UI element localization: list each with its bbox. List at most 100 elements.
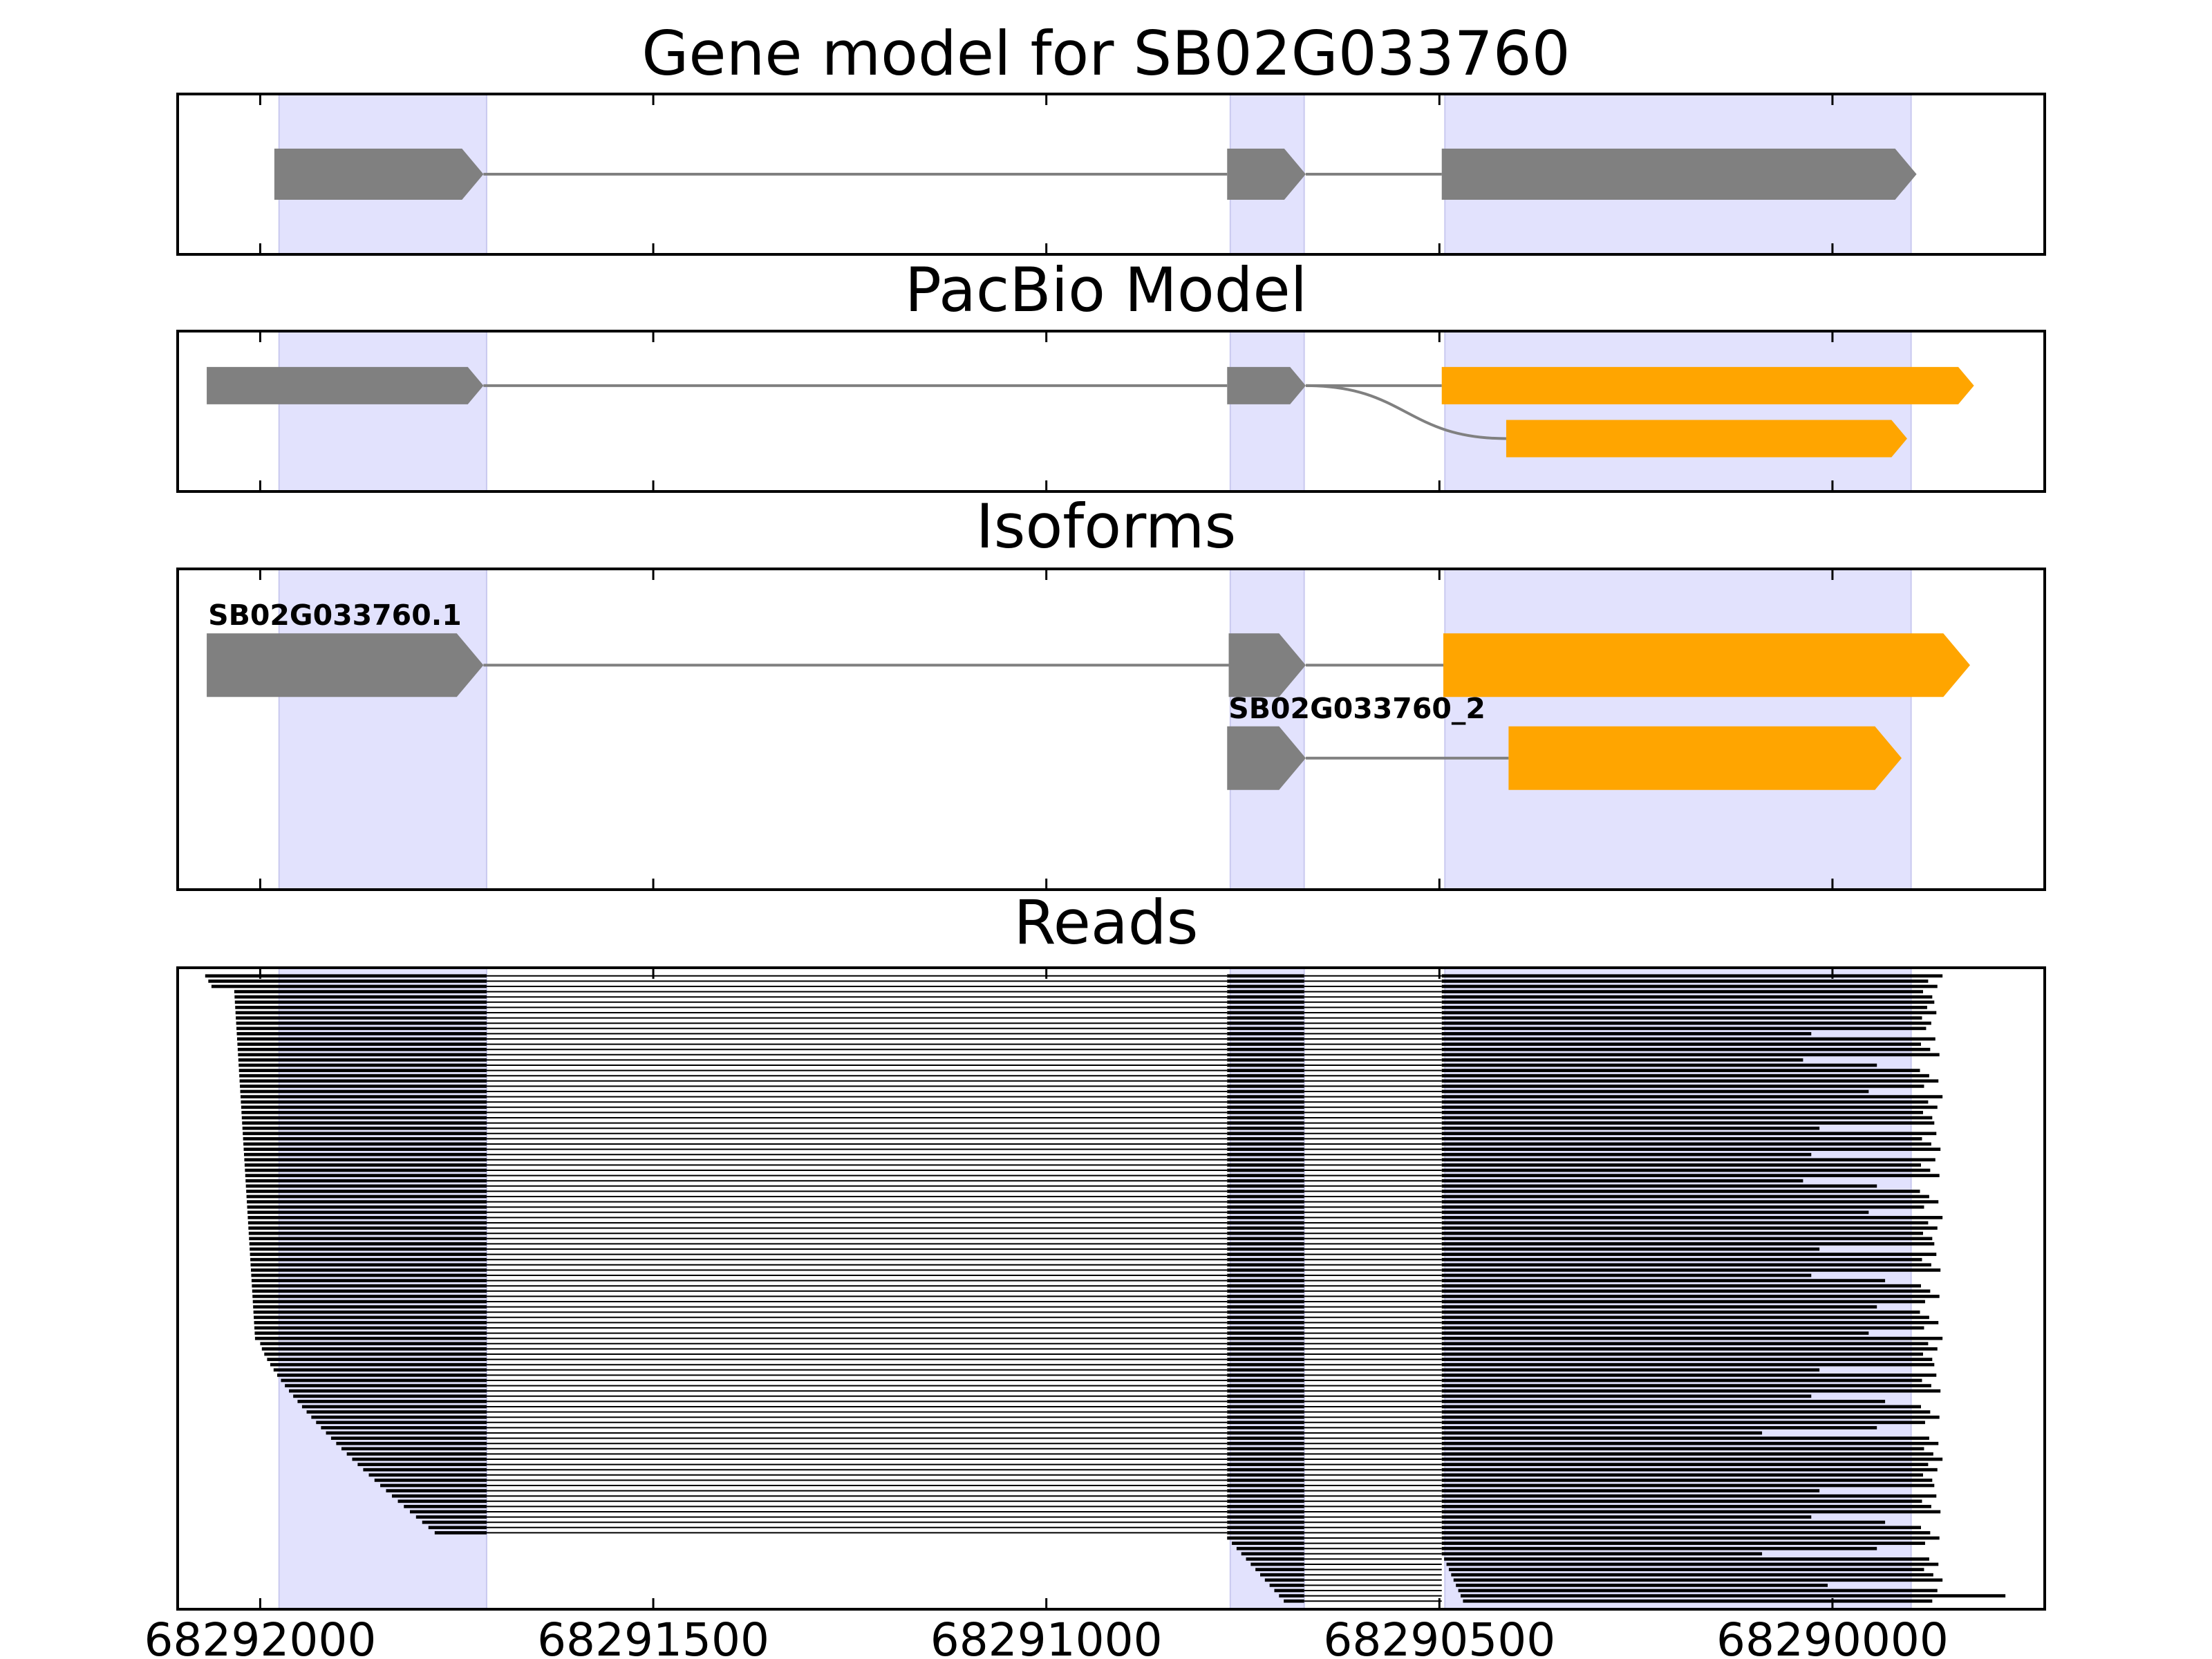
read-exon-block xyxy=(252,1300,487,1304)
read-exon-block xyxy=(386,1489,487,1492)
read-alignment xyxy=(250,1263,1931,1267)
read-exon-block xyxy=(245,1179,487,1183)
read-exon-block xyxy=(1441,1069,1920,1072)
read-alignment xyxy=(237,1042,1922,1046)
read-exon-block xyxy=(391,1494,487,1498)
read-alignment xyxy=(234,1000,1935,1004)
read-alignment xyxy=(243,1142,1931,1146)
read-exon-block xyxy=(1227,1132,1304,1136)
read-exon-block xyxy=(1227,1499,1304,1503)
read-exon-block xyxy=(1441,1216,1943,1219)
read-exon-block xyxy=(252,1289,487,1293)
x-tick-label: 68291000 xyxy=(930,1613,1163,1659)
read-exon-block xyxy=(1441,1016,1922,1020)
read-exon-block xyxy=(1441,1063,1877,1067)
read-exon-block xyxy=(253,1310,487,1314)
exon-shade-3 xyxy=(1444,330,1912,492)
read-exon-block xyxy=(1227,1310,1304,1314)
read-exon-block xyxy=(1441,1483,1935,1488)
read-exon-block xyxy=(1227,1111,1304,1114)
read-exon-block xyxy=(1227,1053,1304,1057)
read-exon-block xyxy=(1441,1231,1923,1235)
read-exon-block xyxy=(434,1531,487,1535)
read-exon-block xyxy=(1441,1273,1812,1277)
exon-block xyxy=(274,149,484,200)
read-exon-block xyxy=(254,1321,487,1324)
read-exon-block xyxy=(1227,1473,1304,1477)
read-exon-block xyxy=(252,1295,487,1298)
read-exon-block xyxy=(1227,1410,1304,1414)
read-exon-block xyxy=(1227,1421,1304,1425)
read-exon-block xyxy=(253,1305,487,1309)
read-exon-block xyxy=(1441,1552,1763,1556)
read-exon-block xyxy=(1227,1194,1304,1199)
panel-frame xyxy=(176,330,2046,493)
read-exon-block xyxy=(281,1378,487,1382)
read-exon-block xyxy=(251,1273,487,1277)
gene-model-title: Gene model for SB02G033760 xyxy=(641,18,1571,89)
read-exon-block xyxy=(297,1400,487,1403)
read-alignment xyxy=(1284,1599,1933,1603)
read-exon-block xyxy=(1441,1520,1886,1524)
read-exon-block xyxy=(245,1184,487,1188)
read-alignment xyxy=(374,1479,1933,1482)
read-exon-block xyxy=(1227,1257,1304,1262)
read-exon-block xyxy=(236,1027,487,1031)
read-exon-block xyxy=(374,1479,487,1482)
read-exon-block xyxy=(1227,1247,1304,1251)
read-alignment xyxy=(289,1389,1941,1393)
read-exon-block xyxy=(1227,1331,1304,1335)
read-exon-block xyxy=(1227,1352,1304,1356)
read-alignment xyxy=(428,1526,1922,1530)
read-exon-block xyxy=(254,1336,487,1340)
isoform-label: SB02G033760_2 xyxy=(1228,692,1485,725)
read-alignment xyxy=(276,1374,1937,1377)
read-exon-block xyxy=(1441,1210,1869,1215)
read-alignment xyxy=(1236,1546,1877,1550)
read-exon-block xyxy=(234,1000,487,1004)
read-exon-block xyxy=(243,1152,487,1156)
read-exon-block xyxy=(1441,1421,1925,1425)
read-alignment xyxy=(243,1152,1812,1156)
read-exon-block xyxy=(1227,1147,1304,1151)
read-exon-block xyxy=(1227,1158,1304,1162)
read-exon-block xyxy=(1227,1431,1304,1435)
read-exon-block xyxy=(239,1079,487,1083)
read-exon-block xyxy=(247,1216,487,1219)
read-exon-block xyxy=(1441,1158,1936,1162)
read-alignment xyxy=(240,1089,1869,1094)
read-exon-block xyxy=(1227,1032,1304,1035)
isoform-label: SB02G033760.1 xyxy=(208,599,462,632)
read-exon-block xyxy=(1227,1174,1304,1177)
read-exon-block xyxy=(1441,1242,1935,1246)
isoforms-title: Isoforms xyxy=(976,491,1237,562)
read-alignment xyxy=(248,1226,1938,1230)
read-exon-block xyxy=(1441,1200,1939,1203)
read-alignment xyxy=(250,1253,1937,1256)
read-exon-block xyxy=(1441,974,1943,978)
read-alignment xyxy=(238,1058,1803,1062)
read-alignment xyxy=(297,1400,1886,1403)
read-alignment xyxy=(252,1289,1931,1293)
read-exon-block xyxy=(341,1447,487,1451)
read-exon-block xyxy=(1441,1006,1927,1009)
read-exon-block xyxy=(1441,1152,1812,1156)
read-alignment xyxy=(236,1037,1936,1041)
read-exon-block xyxy=(1441,1137,1922,1141)
read-exon-block xyxy=(1227,1347,1304,1351)
read-exon-block xyxy=(1227,1457,1304,1461)
read-exon-block xyxy=(1227,1095,1304,1098)
read-exon-block xyxy=(1441,1126,1820,1130)
read-exon-block xyxy=(1227,1047,1304,1051)
read-exon-block xyxy=(1456,1584,1828,1587)
read-exon-block xyxy=(1441,1257,1922,1262)
exon-block xyxy=(207,366,484,404)
read-exon-block xyxy=(236,1021,487,1025)
pacbio-model-title: PacBio Model xyxy=(905,254,1307,326)
read-exon-block xyxy=(248,1231,487,1235)
read-exon-block xyxy=(1441,1447,1924,1451)
read-alignment xyxy=(252,1295,1940,1298)
read-exon-block xyxy=(1441,1505,1931,1508)
read-exon-block xyxy=(236,1016,487,1020)
read-exon-block xyxy=(1227,1515,1304,1519)
